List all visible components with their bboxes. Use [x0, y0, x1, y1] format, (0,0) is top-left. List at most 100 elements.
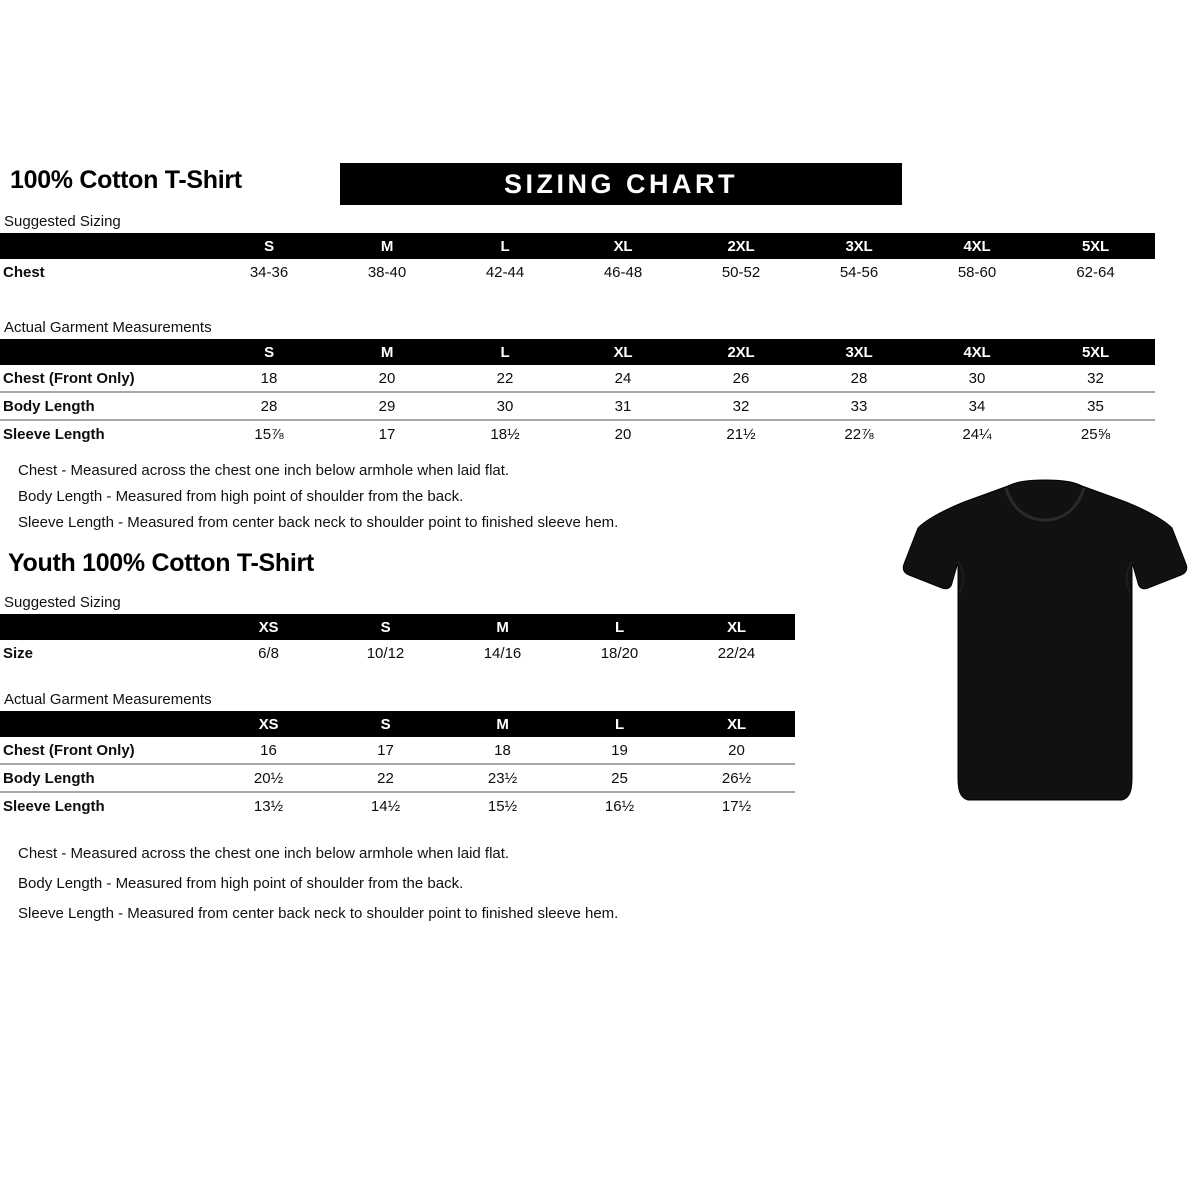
row-label-sleeve-length: Sleeve Length [0, 791, 210, 819]
column-header-xl: XL [613, 237, 633, 255]
youth-actual-measurements-table-wrap: XS S M L XL Chest (Front Only) 16 17 18 … [0, 711, 795, 819]
column-header-s: S [380, 618, 391, 636]
cell-chestfront-xl: 24 [614, 369, 632, 387]
cell-bodylength-s: 28 [210, 391, 328, 420]
sizing-chart-banner: SIZING CHART [340, 163, 902, 205]
column-header-3xl: 3XL [845, 237, 873, 255]
table-row: Body Length 28 29 30 31 32 33 34 35 [0, 391, 1155, 420]
column-header-xs: XS [258, 715, 279, 733]
row-label-size: Size [3, 644, 34, 662]
cell-chest-4xl: 58-60 [957, 263, 997, 281]
cell-bodylength-5xl: 35 [1036, 391, 1155, 420]
cell-chestfront-xs: 16 [260, 741, 277, 759]
cell-bodylength-m: 23½ [444, 763, 561, 792]
cell-sleevelength-2xl: 21½ [682, 419, 800, 447]
column-header-m: M [496, 715, 509, 733]
row-label-body-length: Body Length [0, 391, 210, 420]
table-header-row: S M L XL 2XL 3XL 4XL 5XL [0, 339, 1155, 365]
cell-sleevelength-s: 14½ [327, 791, 444, 819]
cell-sleevelength-m: 15½ [444, 791, 561, 819]
youth-suggested-sizing-table: XS S M L XL Size 6/8 10/12 14/16 18/20 2… [0, 614, 795, 666]
cell-chest-l: 42-44 [485, 263, 525, 281]
column-header-xs: XS [258, 618, 279, 636]
cell-bodylength-3xl: 33 [800, 391, 918, 420]
table-row: Sleeve Length 13½ 14½ 15½ 16½ 17½ [0, 791, 795, 819]
column-header-m: M [496, 618, 509, 636]
cell-sleevelength-5xl: 25⅝ [1036, 419, 1155, 447]
cell-bodylength-l: 30 [446, 391, 564, 420]
adult-note-body-length: Body Length - Measured from high point o… [18, 488, 464, 505]
row-label-chest-front-only: Chest (Front Only) [3, 741, 135, 759]
cell-size-xs: 6/8 [258, 644, 279, 662]
adult-note-sleeve-length: Sleeve Length - Measured from center bac… [18, 514, 619, 531]
row-label-chest: Chest [3, 263, 45, 281]
column-header-2xl: 2XL [727, 237, 755, 255]
cell-chest-3xl: 54-56 [839, 263, 879, 281]
cell-sleevelength-m: 17 [328, 419, 446, 447]
cell-sleevelength-3xl: 22⅞ [800, 419, 918, 447]
cell-bodylength-xl: 31 [564, 391, 682, 420]
column-header-5xl: 5XL [1082, 343, 1109, 361]
adult-suggested-sizing-label: Suggested Sizing [4, 213, 121, 230]
black-t-shirt-image [900, 478, 1190, 808]
row-label-sleeve-length: Sleeve Length [0, 419, 210, 447]
adult-section-title: 100% Cotton T-Shirt [10, 166, 242, 194]
t-shirt-body-shape [902, 479, 1188, 801]
column-header-2xl: 2XL [727, 343, 755, 361]
table-row: Sleeve Length 15⅞ 17 18½ 20 21½ 22⅞ 24¼ … [0, 419, 1155, 447]
cell-sleevelength-xs: 13½ [210, 791, 327, 819]
cell-size-xl: 22/24 [717, 644, 756, 662]
cell-size-s: 10/12 [366, 644, 405, 662]
column-header-rowlabel [0, 339, 210, 365]
youth-section-title: Youth 100% Cotton T-Shirt [8, 549, 314, 577]
column-header-5xl: 5XL [1082, 237, 1109, 255]
table-row: Size 6/8 10/12 14/16 18/20 22/24 [0, 640, 795, 666]
cell-chestfront-3xl: 28 [850, 369, 868, 387]
adult-suggested-sizing-table: S M L XL 2XL 3XL 4XL 5XL Chest 34-36 38-… [0, 233, 1155, 285]
t-shirt-right-sleeve-seam [1125, 561, 1133, 593]
column-header-4xl: 4XL [963, 343, 991, 361]
table-header-row: XS S M L XL [0, 711, 795, 737]
adult-suggested-sizing-table-wrap: S M L XL 2XL 3XL 4XL 5XL Chest 34-36 38-… [0, 233, 1155, 285]
cell-chest-xl: 46-48 [603, 263, 643, 281]
cell-chestfront-s: 17 [377, 741, 394, 759]
table-row: Body Length 20½ 22 23½ 25 26½ [0, 763, 795, 792]
cell-sleevelength-l: 16½ [561, 791, 678, 819]
youth-note-sleeve-length: Sleeve Length - Measured from center bac… [18, 905, 619, 922]
cell-bodylength-xs: 20½ [210, 763, 327, 792]
cell-sleevelength-s: 15⅞ [210, 419, 328, 447]
column-header-l: L [615, 618, 624, 636]
cell-bodylength-xl: 26½ [678, 763, 795, 792]
youth-note-body-length: Body Length - Measured from high point o… [18, 875, 464, 892]
cell-bodylength-l: 25 [561, 763, 678, 792]
row-label-chest-front-only: Chest (Front Only) [3, 369, 135, 387]
cell-chestfront-2xl: 26 [732, 369, 750, 387]
cell-chest-2xl: 50-52 [721, 263, 761, 281]
cell-chestfront-s: 18 [260, 369, 278, 387]
t-shirt-collar-shape [1004, 487, 1086, 522]
cell-bodylength-s: 22 [327, 763, 444, 792]
column-header-xl: XL [727, 715, 746, 733]
column-header-3xl: 3XL [845, 343, 873, 361]
cell-sleevelength-4xl: 24¼ [918, 419, 1036, 447]
cell-sleevelength-l: 18½ [446, 419, 564, 447]
youth-actual-measurements-table: XS S M L XL Chest (Front Only) 16 17 18 … [0, 711, 795, 819]
table-row: Chest (Front Only) 18 20 22 24 26 28 30 … [0, 365, 1155, 392]
adult-actual-measurements-table: S M L XL 2XL 3XL 4XL 5XL Chest (Front On… [0, 339, 1155, 447]
t-shirt-left-sleeve-seam [957, 561, 965, 593]
column-header-rowlabel [0, 233, 210, 259]
cell-chest-m: 38-40 [367, 263, 407, 281]
column-header-xl: XL [613, 343, 633, 361]
column-header-4xl: 4XL [963, 237, 991, 255]
cell-bodylength-4xl: 34 [918, 391, 1036, 420]
table-row: Chest 34-36 38-40 42-44 46-48 50-52 54-5… [0, 259, 1155, 285]
cell-sleevelength-xl: 20 [564, 419, 682, 447]
column-header-rowlabel [0, 614, 210, 640]
cell-chestfront-l: 19 [611, 741, 628, 759]
adult-actual-measurements-label: Actual Garment Measurements [4, 319, 212, 336]
cell-chest-s: 34-36 [249, 263, 289, 281]
table-header-row: XS S M L XL [0, 614, 795, 640]
youth-suggested-sizing-table-wrap: XS S M L XL Size 6/8 10/12 14/16 18/20 2… [0, 614, 795, 666]
adult-actual-measurements-table-wrap: S M L XL 2XL 3XL 4XL 5XL Chest (Front On… [0, 339, 1155, 447]
